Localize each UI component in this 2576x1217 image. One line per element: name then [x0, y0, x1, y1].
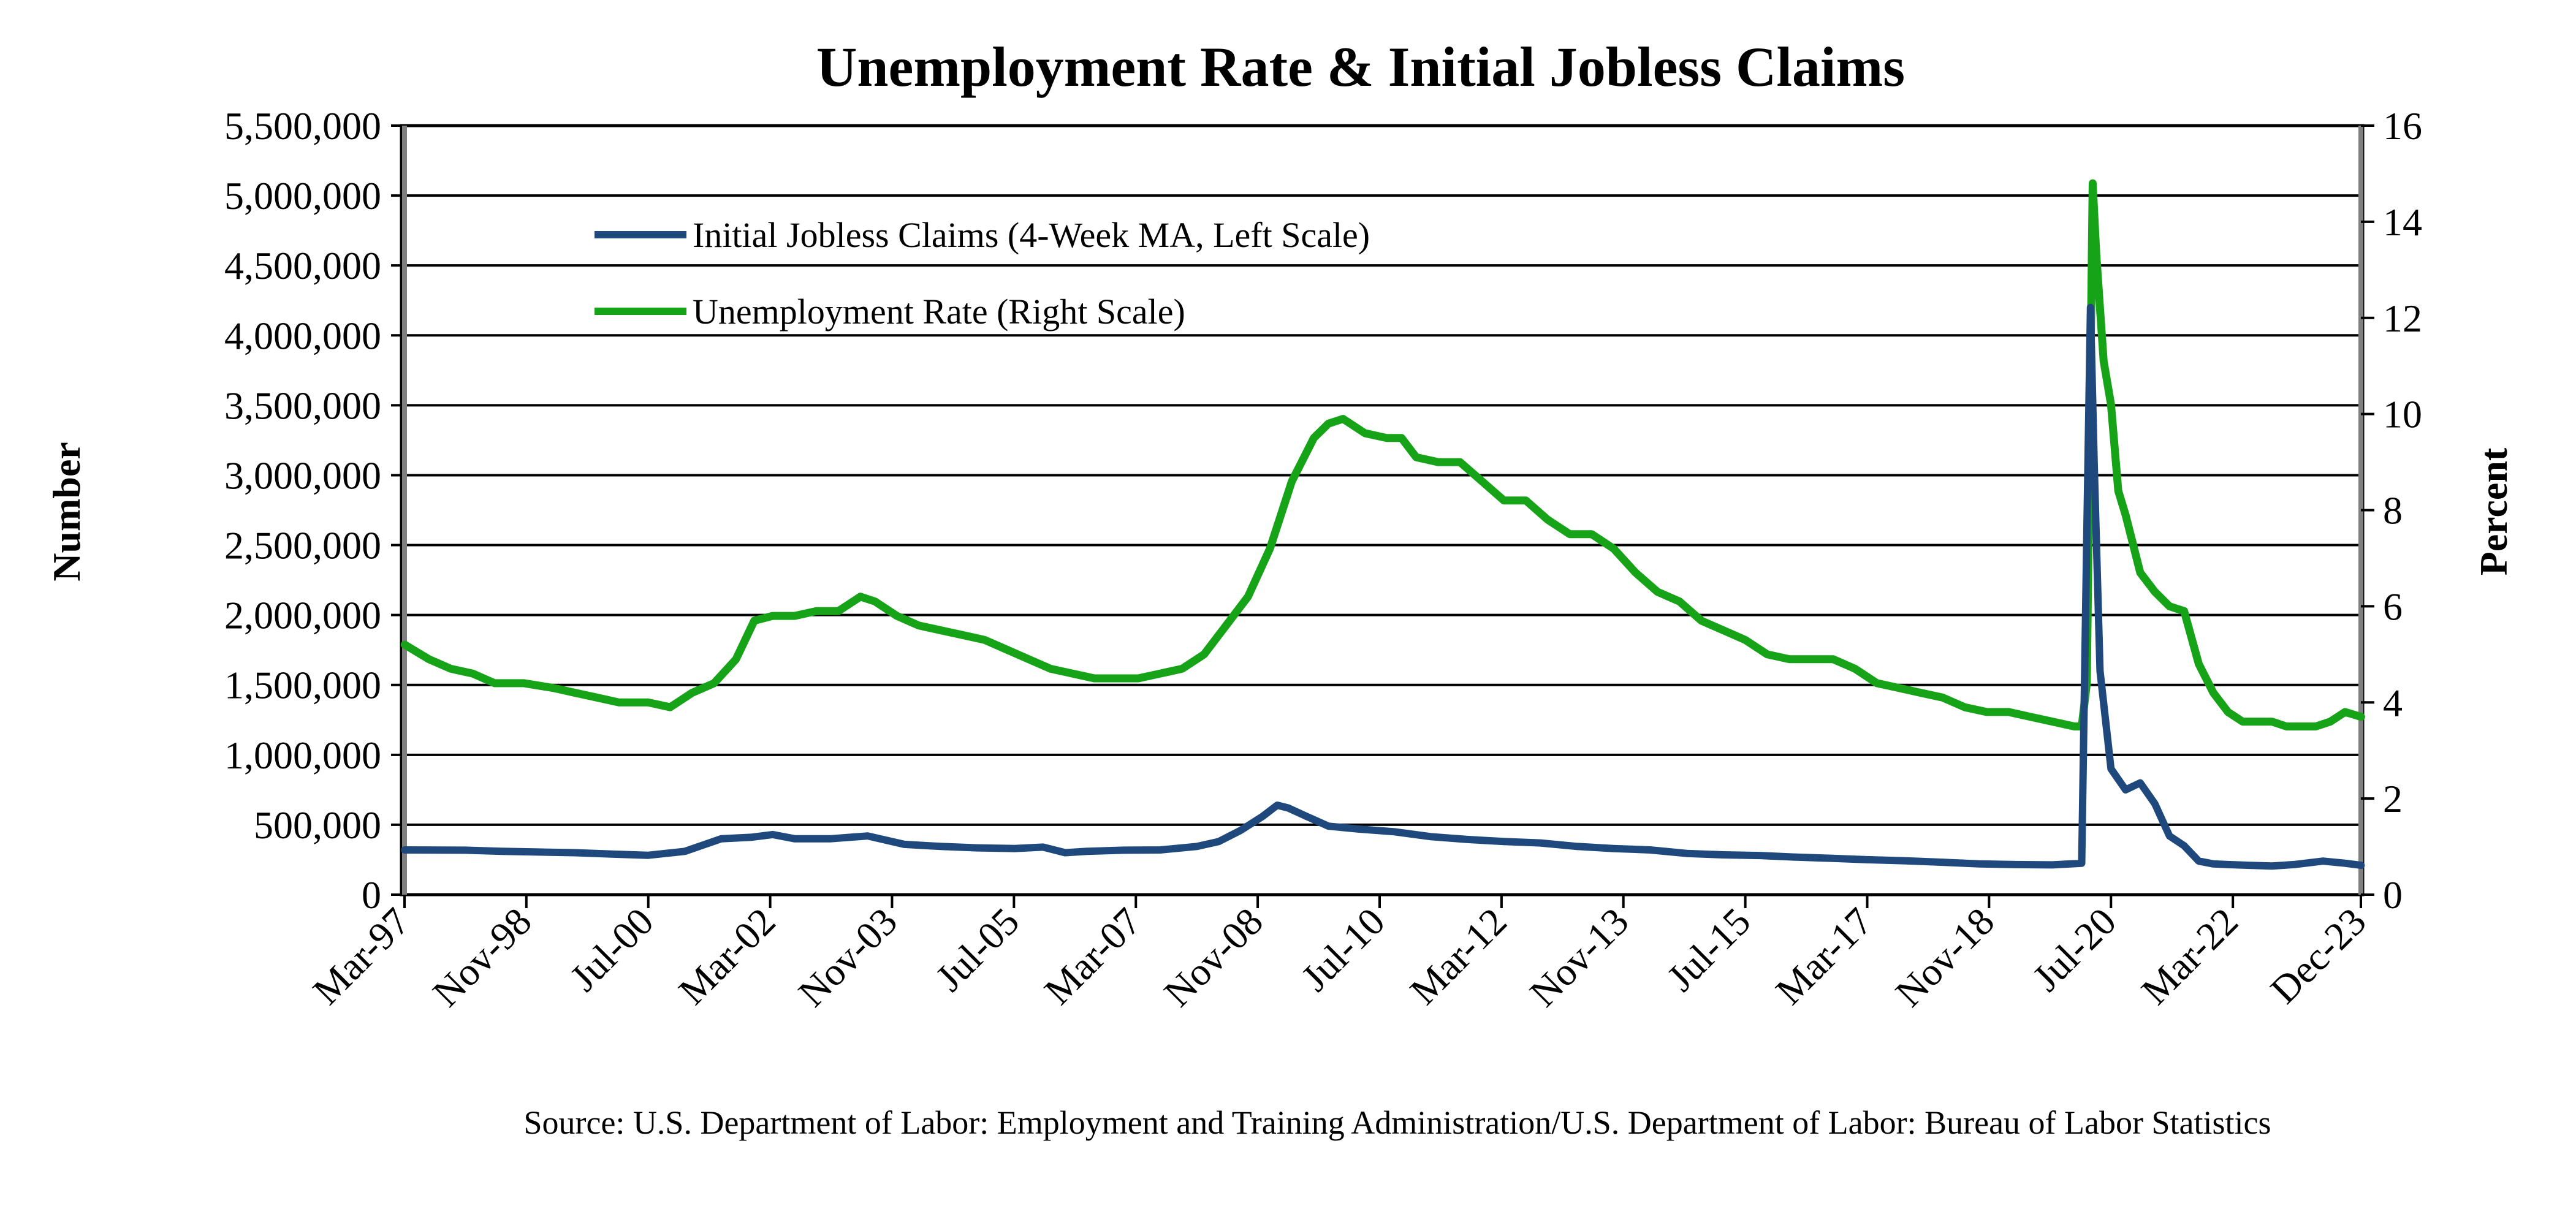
legend-label-unemployment: Unemployment Rate (Right Scale) — [693, 292, 1185, 332]
x-tick-label: Mar-02 — [671, 900, 784, 1013]
x-tick-label: Nov-08 — [1156, 900, 1271, 1015]
x-tick-label: Nov-98 — [424, 900, 539, 1015]
x-tick-label: Mar-12 — [1402, 900, 1515, 1013]
y-right-tick-label: 10 — [2383, 393, 2422, 436]
x-tick-label: Nov-03 — [790, 900, 905, 1015]
series-lines — [400, 179, 2365, 870]
left-axis-tick-labels: 0 500,000 1,000,000 1,500,000 2,000,000 2,500… — [224, 104, 381, 917]
x-axis-ticks — [403, 895, 2362, 908]
right-axis-tick-labels: 0 2 4 6 8 10 12 14 16 — [2361, 104, 2422, 917]
y-right-tick-label: 2 — [2383, 777, 2403, 821]
legend: Initial Jobless Claims (4-Week MA, Left … — [595, 215, 1370, 332]
y-left-tick-label: 1,500,000 — [224, 664, 381, 707]
legend-label-claims: Initial Jobless Claims (4-Week MA, Left … — [693, 215, 1370, 255]
y-left-tick-label: 1,000,000 — [224, 734, 381, 777]
x-tick-label: Jul-10 — [1293, 900, 1393, 999]
chart-title: Unemployment Rate & Initial Jobless Clai… — [816, 36, 1905, 98]
x-tick-label: Nov-13 — [1521, 900, 1636, 1015]
y-left-tick-label: 2,500,000 — [224, 524, 381, 567]
y-right-tick-label: 8 — [2383, 489, 2403, 533]
x-tick-label: Dec-23 — [2262, 900, 2374, 1012]
y-right-tick-label: 12 — [2383, 297, 2422, 340]
x-tick-label: Jul-05 — [927, 900, 1027, 999]
y-left-tick-label: 3,500,000 — [224, 384, 381, 427]
y-left-tick-label: 0 — [362, 873, 381, 917]
y-left-tick-label: 5,500,000 — [224, 104, 381, 148]
x-tick-label: Jul-00 — [561, 900, 661, 999]
y-right-tick-label: 6 — [2383, 585, 2403, 628]
y-right-tick-label: 14 — [2383, 200, 2422, 244]
x-tick-label: Jul-15 — [1658, 900, 1758, 999]
x-tick-label: Mar-07 — [1036, 900, 1149, 1013]
source-note: Source: U.S. Department of Labor: Employ… — [523, 1104, 2271, 1141]
right-axis-title: Percent — [2472, 447, 2515, 575]
left-axis-title: Number — [45, 442, 88, 582]
gridlines — [391, 124, 2361, 896]
x-tick-label: Jul-20 — [2024, 900, 2124, 999]
y-right-tick-label: 16 — [2383, 104, 2422, 148]
y-left-tick-label: 500,000 — [254, 803, 381, 847]
y-right-tick-label: 0 — [2383, 873, 2403, 917]
y-left-tick-label: 4,000,000 — [224, 314, 381, 357]
y-left-tick-label: 5,000,000 — [224, 174, 381, 218]
y-left-tick-label: 2,000,000 — [224, 594, 381, 637]
series-line-initial-claims — [401, 303, 2365, 870]
series-line-unemployment-rate — [400, 179, 2365, 730]
x-tick-label: Mar-22 — [2133, 900, 2246, 1013]
x-tick-label: Mar-17 — [1767, 900, 1880, 1013]
y-left-tick-label: 3,000,000 — [224, 453, 381, 497]
y-right-tick-label: 4 — [2383, 681, 2403, 724]
x-tick-label: Nov-18 — [1887, 900, 2002, 1015]
x-axis-tick-labels: Mar-97 Nov-98 Jul-00 Mar-02 Nov-03 Jul-05 Mar-… — [305, 900, 2374, 1015]
y-left-tick-label: 4,500,000 — [224, 244, 381, 287]
